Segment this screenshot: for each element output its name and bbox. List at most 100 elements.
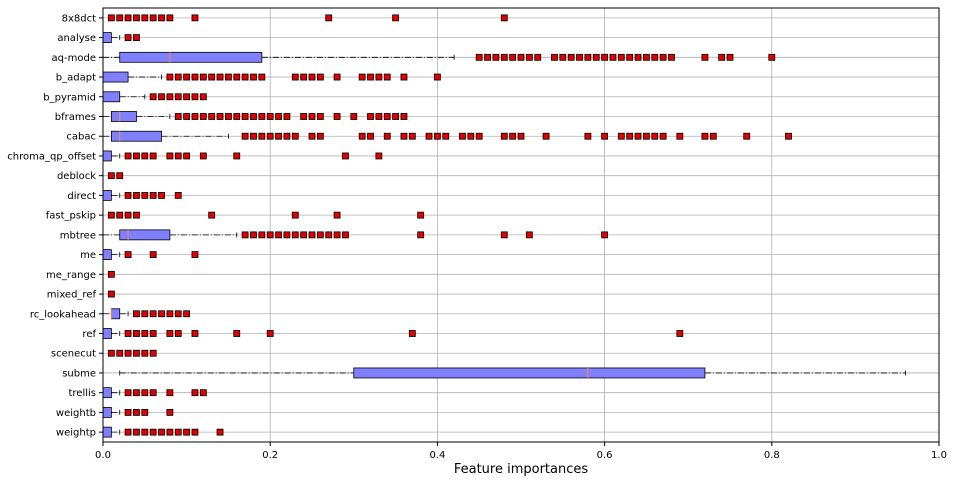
y-tick-label: mixed_ref [47, 290, 97, 301]
box-iqr [110, 111, 137, 122]
outlier-marker [133, 349, 140, 357]
outlier-marker [676, 330, 684, 337]
outlier-marker [367, 73, 374, 81]
box-iqr [110, 130, 162, 142]
outlier-marker [626, 53, 634, 61]
outlier-marker [133, 211, 140, 219]
box-weightp [102, 426, 121, 438]
box-trellis [102, 387, 121, 399]
outlier-marker [199, 73, 207, 81]
y-tick-label: b_adapt [56, 73, 96, 84]
outlier-marker [149, 349, 157, 357]
y-tick-label: 8x8dct [62, 13, 96, 24]
outlier-marker [158, 93, 165, 101]
outlier-marker [383, 73, 391, 81]
outlier-marker [174, 152, 182, 160]
box-iqr [102, 91, 121, 103]
x-axis-title: Feature importances [454, 462, 589, 477]
outlier-marker [191, 428, 199, 436]
outlier-marker [166, 73, 174, 81]
box-iqr [119, 51, 263, 63]
outlier-marker [400, 113, 408, 120]
outlier-marker [300, 231, 308, 239]
outlier-marker [149, 152, 157, 160]
outlier-marker [124, 211, 132, 219]
outlier-marker [191, 73, 199, 81]
box-direct [102, 190, 121, 201]
outlier-marker [124, 389, 132, 397]
outlier-marker [383, 113, 391, 120]
outlier-marker [133, 310, 140, 318]
y-tick-label: aq-mode [52, 53, 96, 64]
outlier-marker [241, 231, 249, 239]
outlier-marker [258, 73, 266, 81]
outlier-marker [509, 132, 517, 140]
outlier-marker [300, 73, 308, 81]
outlier-marker [400, 73, 408, 81]
outlier-marker [492, 53, 500, 61]
outlier-marker [701, 132, 709, 140]
outlier-marker [258, 231, 266, 239]
outlier-marker [199, 389, 207, 397]
x-tick-label: 0.8 [764, 450, 780, 461]
outlier-marker [316, 113, 324, 120]
y-tick-label: fast_pskip [46, 211, 96, 222]
outlier-marker [467, 132, 475, 140]
outlier-marker [166, 14, 174, 22]
box-iqr [102, 407, 112, 418]
outlier-marker [191, 389, 199, 397]
outlier-marker [601, 132, 608, 140]
outlier-marker [325, 231, 333, 239]
outlier-marker [525, 53, 533, 61]
outlier-marker [216, 113, 224, 120]
y-tick-label: deblock [57, 171, 96, 182]
outlier-marker [199, 152, 207, 160]
outlier-marker [116, 349, 124, 357]
outlier-marker [183, 310, 191, 318]
outlier-marker [191, 93, 199, 101]
outlier-marker [166, 310, 174, 318]
outlier-marker [166, 428, 174, 436]
box-me [102, 249, 121, 260]
outlier-marker [133, 428, 140, 436]
outlier-marker [500, 231, 508, 239]
outlier-marker [166, 330, 174, 337]
box-iqr [102, 387, 112, 399]
outlier-marker [634, 132, 642, 140]
outlier-marker [275, 231, 282, 239]
outlier-marker [107, 14, 115, 22]
x-tick-label: 0.2 [262, 450, 278, 461]
outlier-marker [141, 14, 149, 22]
outlier-marker [785, 132, 792, 140]
outlier-marker [283, 113, 291, 120]
box-ref [102, 328, 121, 339]
outlier-marker [308, 231, 316, 239]
y-tick-label: subme [62, 368, 96, 379]
outlier-marker [233, 330, 241, 337]
outlier-marker [149, 310, 157, 318]
outlier-marker [617, 53, 625, 61]
outlier-marker [107, 172, 115, 180]
box-b_adapt [102, 71, 162, 83]
outlier-marker [475, 132, 483, 140]
box-iqr [119, 229, 171, 241]
y-tick-label: weightp [56, 428, 96, 439]
outlier-marker [124, 409, 132, 416]
outlier-marker [291, 132, 299, 140]
outlier-marker [275, 132, 282, 140]
outlier-marker [651, 53, 659, 61]
outlier-marker [509, 53, 517, 61]
outlier-marker [149, 389, 157, 397]
outlier-marker [316, 132, 324, 140]
box-iqr [110, 308, 121, 320]
box-iqr [102, 190, 112, 201]
outlier-marker [484, 53, 491, 61]
y-tick-labels: 8x8dct analyse aq-mode b_adapt b_pyramidbfra… [7, 13, 103, 439]
box-analyse [102, 32, 121, 43]
outlier-marker [124, 349, 132, 357]
outlier-marker [149, 192, 157, 199]
y-tick-label: ref [82, 329, 96, 340]
box-iqr [353, 367, 706, 379]
outlier-marker [375, 152, 383, 160]
outlier-marker [592, 53, 600, 61]
